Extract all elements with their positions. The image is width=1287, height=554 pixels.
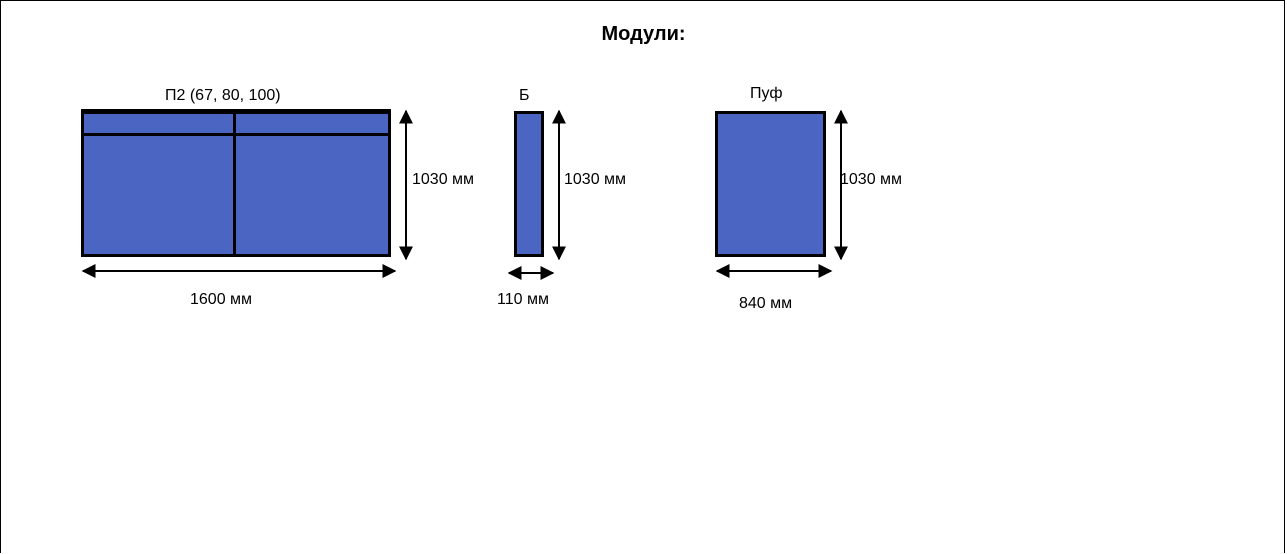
module-puf-height-label: 1030 мм [840,171,903,188]
module-puf-width-label: 840 мм [739,295,793,312]
module-p2-cushion-line [81,133,391,136]
module-b-name: Б [519,87,530,104]
module-p2-top-edge [81,109,391,114]
module-puf-shape [715,111,826,257]
module-b-shape [514,111,544,257]
module-p2-height-label: 1030 мм [412,171,475,188]
module-p2-width-label: 1600 мм [190,291,253,308]
module-p2-seat-divider [233,111,236,257]
module-p2-name: П2 (67, 80, 100) [165,87,281,104]
module-puf-name: Пуф [750,85,783,102]
page-title: Модули: [601,23,686,45]
module-b-height-label: 1030 мм [564,171,627,188]
module-b-width-label: 110 мм [497,291,549,308]
